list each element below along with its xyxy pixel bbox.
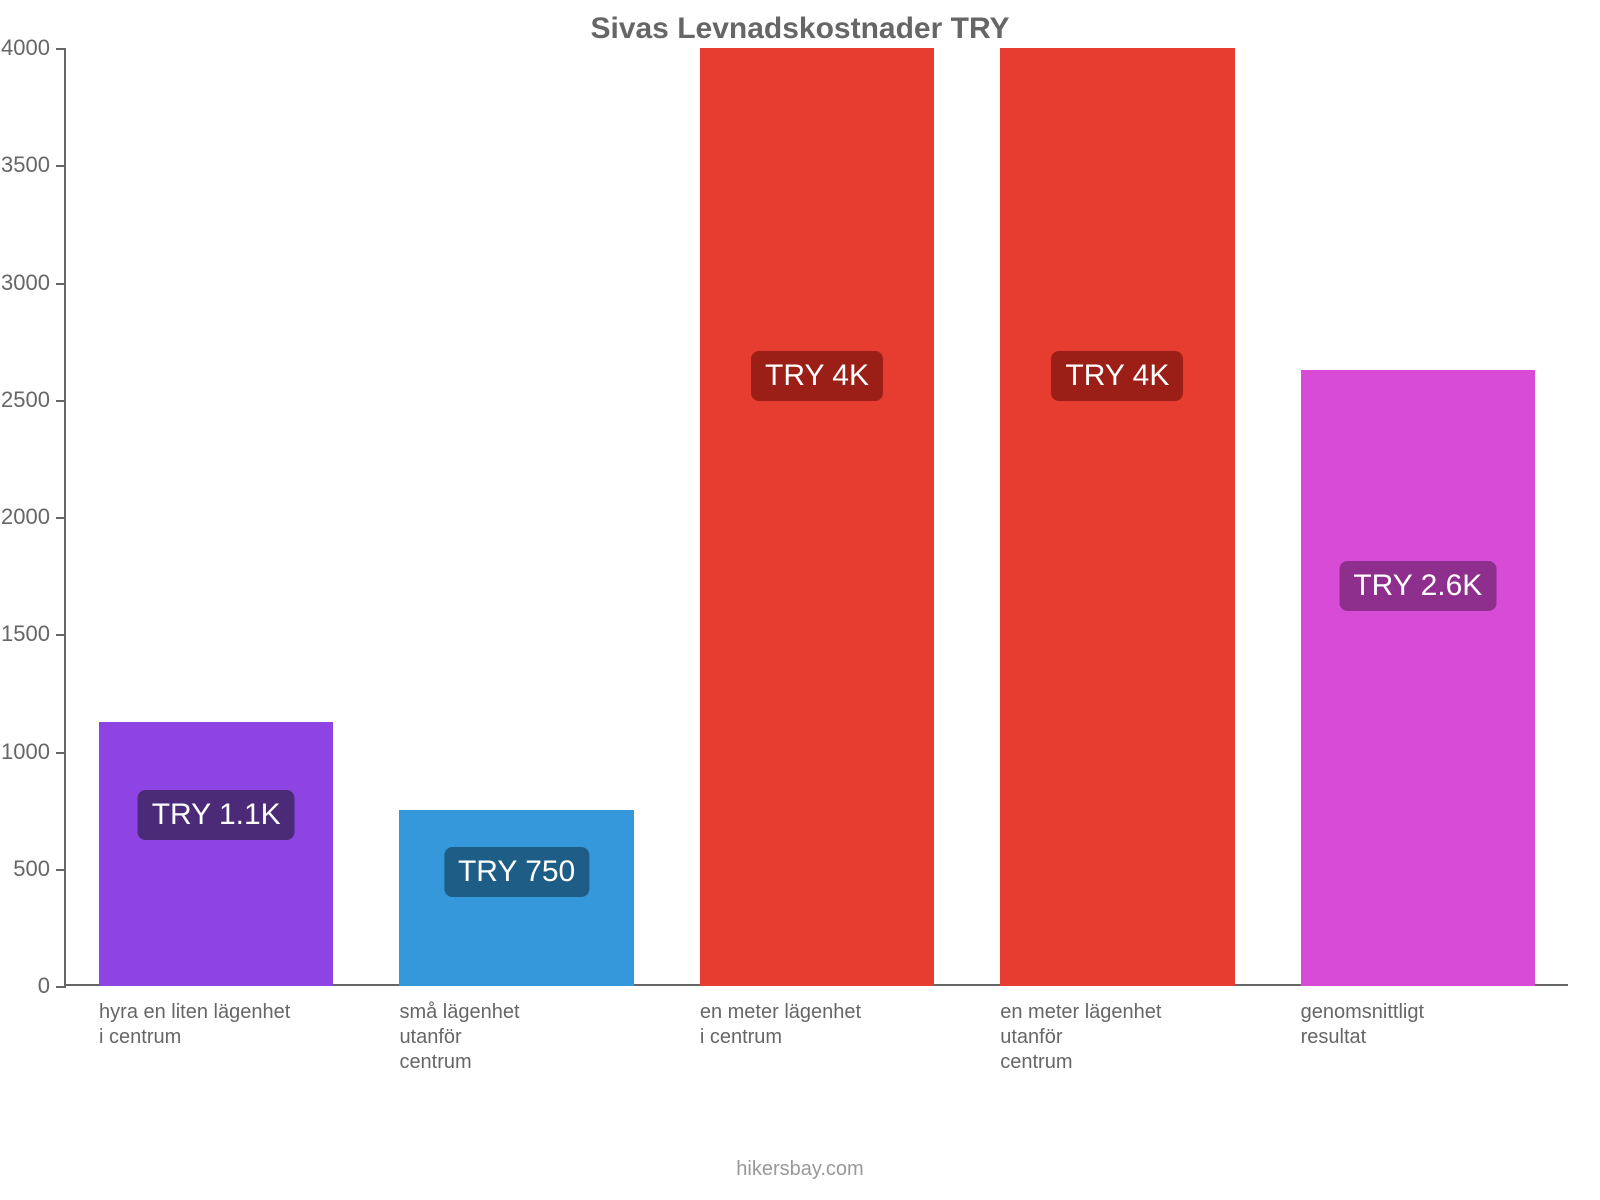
- ytick-label: 3500: [1, 152, 66, 178]
- bar: [99, 722, 333, 986]
- value-badge: TRY 4K: [751, 351, 883, 401]
- chart-title: Sivas Levnadskostnader TRY: [0, 12, 1600, 46]
- value-badge: TRY 750: [444, 847, 589, 897]
- ytick-label: 2000: [1, 504, 66, 530]
- plot-area: 05001000150020002500300035004000TRY 1.1K…: [64, 48, 1568, 986]
- x-axis-label: genomsnittligt resultat: [1301, 1000, 1535, 1050]
- bar: [700, 48, 934, 986]
- ytick-label: 2500: [1, 387, 66, 413]
- ytick-label: 0: [38, 973, 66, 999]
- x-axis-label: små lägenhet utanför centrum: [399, 1000, 633, 1075]
- bar: [1301, 370, 1535, 986]
- ytick-label: 500: [13, 856, 66, 882]
- ytick-label: 1000: [1, 739, 66, 765]
- bar: [399, 810, 633, 986]
- x-axis-label: en meter lägenhet utanför centrum: [1000, 1000, 1234, 1075]
- ytick-label: 1500: [1, 621, 66, 647]
- value-badge: TRY 2.6K: [1339, 561, 1496, 611]
- ytick-label: 4000: [1, 35, 66, 61]
- chart-container: Sivas Levnadskostnader TRY 0500100015002…: [0, 0, 1600, 1200]
- value-badge: TRY 1.1K: [138, 790, 295, 840]
- value-badge: TRY 4K: [1051, 351, 1183, 401]
- x-axis-label: en meter lägenhet i centrum: [700, 1000, 934, 1050]
- x-axis-label: hyra en liten lägenhet i centrum: [99, 1000, 333, 1050]
- bar: [1000, 48, 1234, 986]
- ytick-label: 3000: [1, 270, 66, 296]
- chart-footer: hikersbay.com: [0, 1158, 1600, 1181]
